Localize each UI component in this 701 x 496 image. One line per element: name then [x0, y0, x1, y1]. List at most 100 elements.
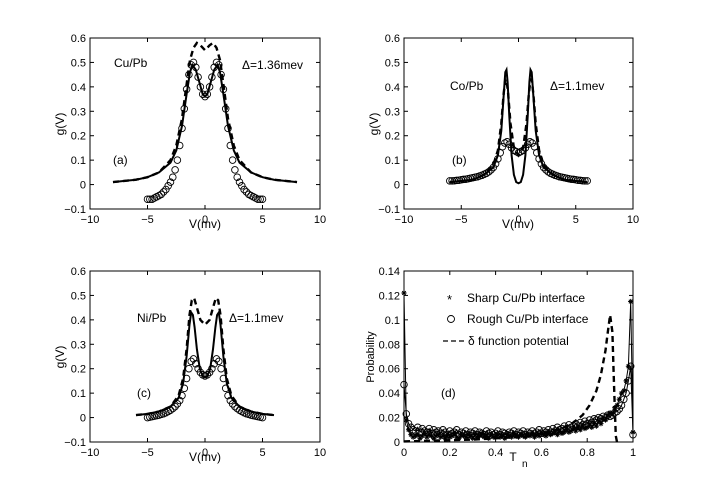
panel-a-ytick-label: 0.5 [71, 57, 86, 69]
panel-a-xtick-label: 0 [202, 214, 208, 226]
panel-d-ticks: 0 0.2 0.4 0.6 0.8 1 0 0.02 0.04 0.06 0.08 0.1 0.12 0.… [379, 266, 636, 459]
panel-d-data-point [482, 427, 491, 435]
panel-d-data-point [425, 424, 433, 433]
panel-d-star-point [488, 432, 494, 438]
panel-d-star-point [497, 434, 503, 440]
panel-d-data-point [588, 418, 596, 427]
panel-c-ytick-label: −0.1 [64, 437, 86, 449]
panel-c-ylabel: g(V) [53, 346, 67, 369]
legend-marker-circle [447, 315, 455, 323]
panel-b-ytick-label: 0.2 [385, 131, 400, 143]
panel-c-xlabel: V(mv) [189, 450, 221, 464]
panel-d-xtick-label: 0.8 [580, 447, 595, 459]
panel-d-star-point [618, 390, 625, 396]
panel-a-data-point [185, 70, 193, 79]
panel-a-data-point [173, 156, 182, 164]
panel-d-data-point [517, 429, 525, 438]
panel-a-data-point [258, 195, 267, 203]
panel-d-star-point [490, 434, 496, 440]
panel-b-data-point [489, 163, 498, 172]
panel-b-ytick-label: 0.5 [385, 57, 400, 69]
panel-d-data-point [578, 421, 587, 429]
panel-b-data-point [581, 177, 589, 185]
panel-c-xtick-label: 0 [202, 447, 208, 459]
legend-item-delta: δ function potential [443, 334, 569, 348]
panel-b-data-point [459, 175, 468, 184]
panel-d-star-point [408, 432, 414, 438]
panel-d-data-point [446, 427, 454, 435]
panel-d-star-point [566, 429, 572, 435]
panel-c-data-point [203, 371, 212, 379]
panel-c-data-point [178, 391, 186, 400]
panel-c-data-point [182, 374, 191, 383]
panel-c-data-point [205, 368, 214, 377]
panel-d-data-point [491, 429, 500, 438]
panel-d-star-point [470, 435, 476, 441]
legend-label-rough: Rough Cu/Pb interface [467, 312, 589, 326]
panel-a-xtick-label: −5 [141, 214, 154, 226]
panel-c-xtick-label: −10 [81, 447, 100, 459]
panel-c-gap-label: Δ=1.1mev [229, 311, 283, 325]
panel-c-ytick-label: 0.3 [71, 339, 86, 351]
panel-a-data-point [157, 190, 166, 199]
panel-d-ytick-label: 0.14 [379, 266, 400, 278]
panel-d-ytick-label: 0.06 [379, 364, 400, 376]
panel-d-star-point [428, 433, 435, 439]
panel-c-panel-label: (c) [137, 386, 151, 400]
panel-c-ytick-label: 0.2 [71, 364, 86, 376]
panel-b-ticks: −10 −5 0 5 10 −0.1 0 0.1 0.2 0.3 0.4 0.5 0.6 [378, 33, 639, 226]
legend-marker-star: * [447, 292, 452, 307]
panel-b-data-point [484, 168, 493, 176]
panel-d-data-point [443, 430, 452, 439]
panel-a-data-point [240, 185, 248, 194]
panel-a-ytick-label: 0.2 [71, 131, 86, 143]
panel-c-ytick-label: 0.5 [71, 290, 86, 302]
panel-d-data-point [430, 426, 438, 434]
panel-c-series [135, 295, 275, 422]
panel-d-data-point [411, 427, 420, 435]
panel-d-star-point [527, 433, 533, 439]
panel-a-data-point [238, 182, 246, 190]
panel-a-xtick-label: 10 [314, 214, 326, 226]
panel-c: −10 −5 0 5 10 −0.1 0 0.1 0.2 0.3 0.4 0.5 0.6 V(mv) g… [53, 266, 326, 464]
panel-a-data-point [212, 58, 221, 67]
panel-b-data-point [523, 140, 532, 149]
panel-d-data-point [471, 427, 479, 435]
panel-d-star-point [493, 433, 499, 439]
panel-d-data-point [519, 427, 527, 435]
panel-d-series [400, 290, 637, 443]
panel-a-data-point [162, 185, 170, 194]
panel-c-data-point [224, 391, 232, 400]
panel-d-xtick-label: 1 [630, 447, 636, 459]
panel-a-xtick-label: 5 [259, 214, 265, 226]
panel-b-xtick-label: −5 [455, 214, 468, 226]
panel-d-data-point [510, 427, 518, 435]
panel-a-data-point [256, 195, 264, 203]
panel-b: −10 −5 0 5 10 −0.1 0 0.1 0.2 0.3 0.4 0.5 0.6 V(mv) g… [367, 33, 639, 231]
panel-c-sample-label: Ni/Pb [137, 311, 167, 325]
panel-d-star-point [422, 430, 428, 437]
panel-d-star-point [614, 402, 620, 408]
panel-c-xtick-label: 5 [259, 447, 265, 459]
panel-d-xtick-label: 0.4 [488, 447, 503, 459]
panel-a-xlabel: V(mv) [189, 217, 221, 231]
panel-d-legend: * Sharp Cu/Pb interface Rough Cu/Pb inte… [443, 291, 589, 348]
panel-d-star-point [589, 424, 595, 430]
panel-c-data-point [175, 396, 184, 405]
panel-d-star-point [410, 434, 416, 440]
panel-d-star-point [561, 429, 567, 435]
panel-d-data-point [494, 427, 502, 435]
panel-d-data-point [613, 407, 621, 416]
panel-b-xtick-label: 0 [515, 214, 521, 226]
panel-d-star-point [570, 425, 577, 432]
panel-d-ytick-label: 0.12 [379, 290, 400, 302]
panel-d-data-point [629, 430, 637, 439]
panel-d-data-point [626, 362, 635, 371]
panel-a-data-point [228, 156, 237, 164]
panel-a-data-point [203, 90, 212, 98]
panel-c-data-point [166, 406, 175, 414]
panel-b-data-point [535, 155, 543, 163]
panel-a-data-point [143, 195, 152, 203]
panel-a-data-point [208, 73, 216, 81]
panel-d-data-point [597, 415, 605, 423]
